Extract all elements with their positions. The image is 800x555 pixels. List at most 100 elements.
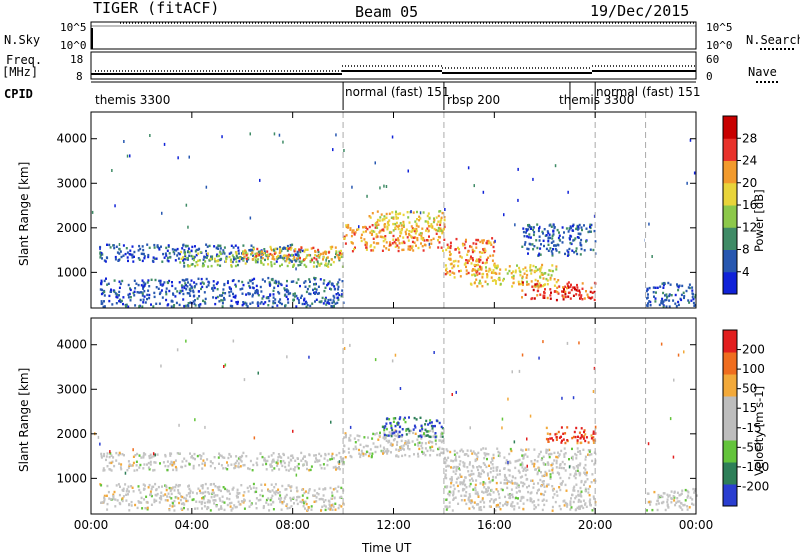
data-cell (378, 231, 381, 234)
data-cell (426, 239, 428, 242)
data-cell (252, 248, 255, 251)
data-cell (204, 490, 207, 494)
data-cell (265, 468, 268, 471)
data-cell (472, 242, 475, 245)
data-cell (472, 450, 475, 453)
data-cell (268, 299, 271, 303)
data-cell (435, 216, 438, 219)
data-cell (551, 471, 554, 475)
data-cell (141, 305, 144, 308)
data-cell (335, 252, 337, 256)
data-cell (313, 261, 316, 264)
data-cell (492, 254, 495, 257)
data-cell (271, 469, 274, 472)
data-cell (659, 285, 662, 288)
data-cell (171, 463, 174, 467)
data-cell (490, 467, 492, 470)
data-cell (172, 292, 174, 295)
data-cell (108, 455, 111, 459)
data-cell (198, 295, 201, 298)
data-cell (563, 455, 566, 458)
data-cell (584, 490, 587, 493)
data-cell (396, 433, 399, 436)
data-cell (493, 262, 496, 265)
data-cell (170, 488, 173, 491)
data-cell (425, 419, 428, 423)
data-cell (185, 256, 188, 260)
data-cell (426, 430, 429, 433)
data-cell (461, 489, 464, 492)
data-cell (467, 454, 470, 458)
data-cell (133, 290, 136, 293)
data-cell (540, 492, 543, 496)
data-cell (244, 262, 247, 265)
data-cell (374, 226, 377, 229)
data-cell (383, 436, 386, 439)
data-cell (357, 228, 360, 231)
scatter-cell (163, 142, 166, 146)
data-cell (372, 241, 375, 244)
data-cell (408, 233, 411, 237)
data-cell (416, 438, 419, 441)
data-cell (437, 220, 440, 223)
data-cell (222, 249, 225, 252)
data-cell (291, 454, 294, 457)
data-cell (558, 285, 561, 288)
data-cell (573, 474, 576, 478)
data-cell (323, 500, 325, 504)
data-cell (668, 293, 671, 296)
data-cell (521, 275, 524, 278)
data-cell (525, 448, 528, 451)
data-cell (161, 485, 163, 488)
data-cell (444, 457, 447, 460)
data-cell (265, 462, 268, 466)
data-cell (134, 454, 137, 457)
data-cell (112, 495, 115, 498)
data-cell (258, 252, 261, 255)
data-cell (196, 454, 199, 458)
data-cell (125, 247, 128, 250)
data-cell (445, 448, 448, 451)
data-cell (504, 461, 507, 465)
data-cell (578, 431, 581, 434)
data-cell (675, 305, 678, 308)
data-cell (100, 292, 103, 296)
data-cell (574, 476, 577, 480)
data-cell (426, 214, 429, 218)
data-cell (113, 490, 116, 494)
scatter-cell (223, 365, 225, 368)
data-cell (185, 494, 188, 497)
data-cell (667, 495, 670, 498)
nave-tick-top: 60 (706, 53, 720, 66)
data-cell (510, 488, 513, 491)
data-cell (161, 296, 164, 299)
data-cell (491, 271, 493, 274)
data-cell (157, 485, 160, 489)
data-cell (579, 486, 582, 490)
data-cell (549, 294, 552, 297)
data-cell (273, 252, 276, 255)
data-cell (254, 261, 257, 264)
data-cell (186, 508, 189, 511)
data-cell (451, 478, 453, 481)
data-cell (390, 231, 393, 234)
data-cell (572, 435, 575, 439)
data-cell (547, 449, 549, 452)
data-cell (318, 264, 321, 267)
data-cell (439, 223, 442, 227)
data-cell (276, 459, 279, 462)
data-cell (281, 501, 284, 504)
scatter-cell (482, 190, 485, 194)
data-cell (113, 279, 116, 282)
cpid-label: CPID (4, 87, 33, 101)
data-cell (570, 283, 572, 286)
data-cell (496, 264, 499, 267)
data-cell (443, 218, 446, 222)
data-cell (225, 255, 228, 258)
data-cell (273, 467, 276, 470)
data-cell (388, 212, 391, 215)
data-cell (322, 302, 325, 305)
data-cell (237, 252, 240, 255)
